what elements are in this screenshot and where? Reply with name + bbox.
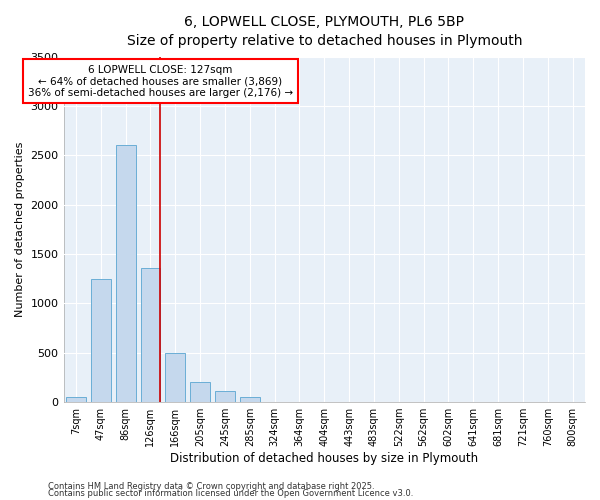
Bar: [166, 352, 185, 402]
Text: Contains HM Land Registry data © Crown copyright and database right 2025.: Contains HM Land Registry data © Crown c…: [48, 482, 374, 491]
X-axis label: Distribution of detached houses by size in Plymouth: Distribution of detached houses by size …: [170, 452, 478, 465]
Bar: [140, 268, 160, 402]
Title: 6, LOPWELL CLOSE, PLYMOUTH, PL6 5BP
Size of property relative to detached houses: 6, LOPWELL CLOSE, PLYMOUTH, PL6 5BP Size…: [127, 15, 522, 48]
Bar: [116, 146, 136, 402]
Bar: [66, 396, 86, 402]
Bar: [190, 382, 210, 402]
Text: 6 LOPWELL CLOSE: 127sqm
← 64% of detached houses are smaller (3,869)
36% of semi: 6 LOPWELL CLOSE: 127sqm ← 64% of detache…: [28, 64, 293, 98]
Bar: [240, 396, 260, 402]
Bar: [215, 391, 235, 402]
Text: Contains public sector information licensed under the Open Government Licence v3: Contains public sector information licen…: [48, 490, 413, 498]
Y-axis label: Number of detached properties: Number of detached properties: [15, 142, 25, 317]
Bar: [91, 278, 111, 402]
